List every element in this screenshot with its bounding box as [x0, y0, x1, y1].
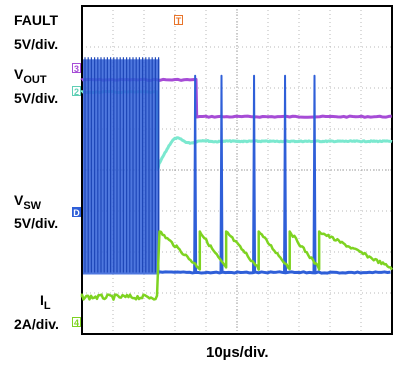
vsw-pulse: [193, 74, 198, 273]
vout-label-sub: OUT: [23, 74, 47, 86]
vout-label-main: V: [14, 66, 24, 82]
il-scale-label: 2A/div.: [14, 316, 59, 332]
time-scale-label: 10µs/div.: [206, 344, 269, 361]
il-trace: [80, 230, 393, 301]
vsw-label-sub: SW: [23, 200, 42, 212]
vsw-pulse: [283, 74, 288, 273]
vout-trace: [80, 90, 393, 172]
fault-scale-label: 5V/div.: [14, 36, 59, 52]
vsw-label: VSW: [14, 192, 42, 212]
waveform-traces: [80, 57, 393, 301]
vout-label: VOUT: [14, 66, 47, 86]
plot-frame: [81, 5, 393, 335]
vout-scale-label: 5V/div.: [14, 90, 59, 106]
trigger-marker: T: [174, 15, 183, 26]
fault-label: FAULT: [14, 12, 59, 28]
vsw-switching-edges: [84, 57, 160, 273]
vsw-pulse: [312, 74, 317, 273]
ch1-marker: D: [72, 207, 81, 218]
vsw-switching-block: [83, 59, 160, 275]
ch4-marker: 4: [72, 317, 81, 328]
vsw-scale-label: 5V/div.: [14, 215, 59, 231]
il-label-sub: L: [43, 300, 51, 312]
il-label: IL: [40, 292, 51, 312]
ch3-marker: 3: [72, 63, 81, 74]
vsw-pulse: [219, 74, 224, 273]
vsw-pulse: [252, 74, 257, 273]
ch2-marker: 2: [72, 86, 81, 97]
vsw-label-main: V: [14, 192, 24, 208]
il-label-main: I: [40, 292, 44, 308]
